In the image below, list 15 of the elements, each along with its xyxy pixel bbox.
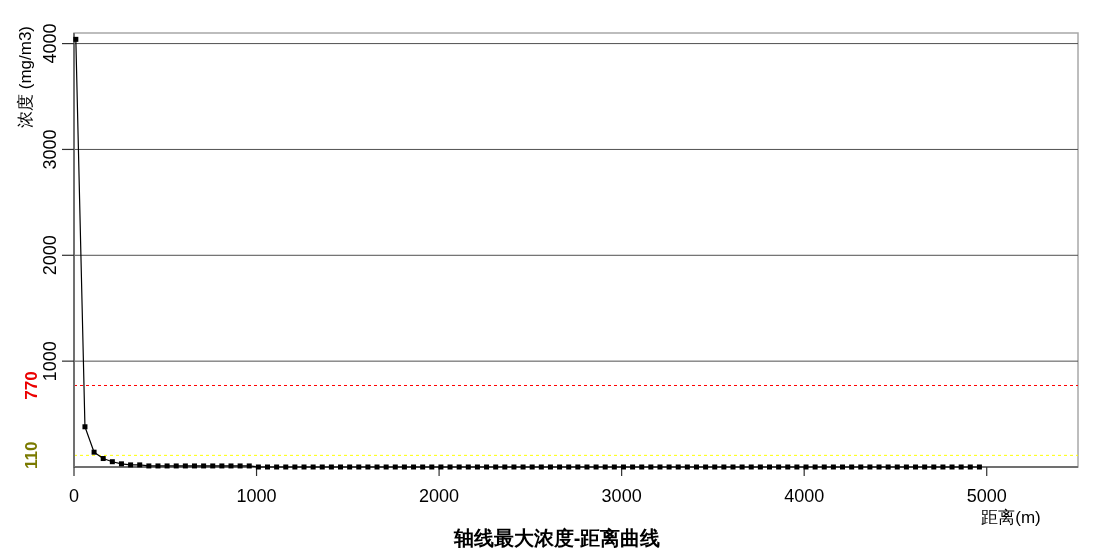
title: 轴线最大浓度-距离曲线 bbox=[453, 527, 661, 549]
x-tick-label: 0 bbox=[69, 486, 79, 506]
ylabel: 浓度 (mg/m3) bbox=[16, 26, 35, 128]
y-tick-label: 4000 bbox=[40, 23, 60, 64]
y-tick-label: 1000 bbox=[40, 341, 60, 382]
x-tick-label: 3000 bbox=[601, 486, 642, 506]
x-tick-label: 5000 bbox=[966, 486, 1007, 506]
x-tick-label: 1000 bbox=[236, 486, 277, 506]
y-tick-label: 3000 bbox=[40, 129, 60, 170]
x-tick-label: 4000 bbox=[784, 486, 825, 506]
y-tick-label: 2000 bbox=[40, 235, 60, 276]
ref-label: 110 bbox=[22, 441, 41, 470]
xlabel: 距离(m) bbox=[981, 508, 1041, 527]
ref-label: 770 bbox=[22, 371, 41, 400]
x-tick-label: 2000 bbox=[419, 486, 460, 506]
